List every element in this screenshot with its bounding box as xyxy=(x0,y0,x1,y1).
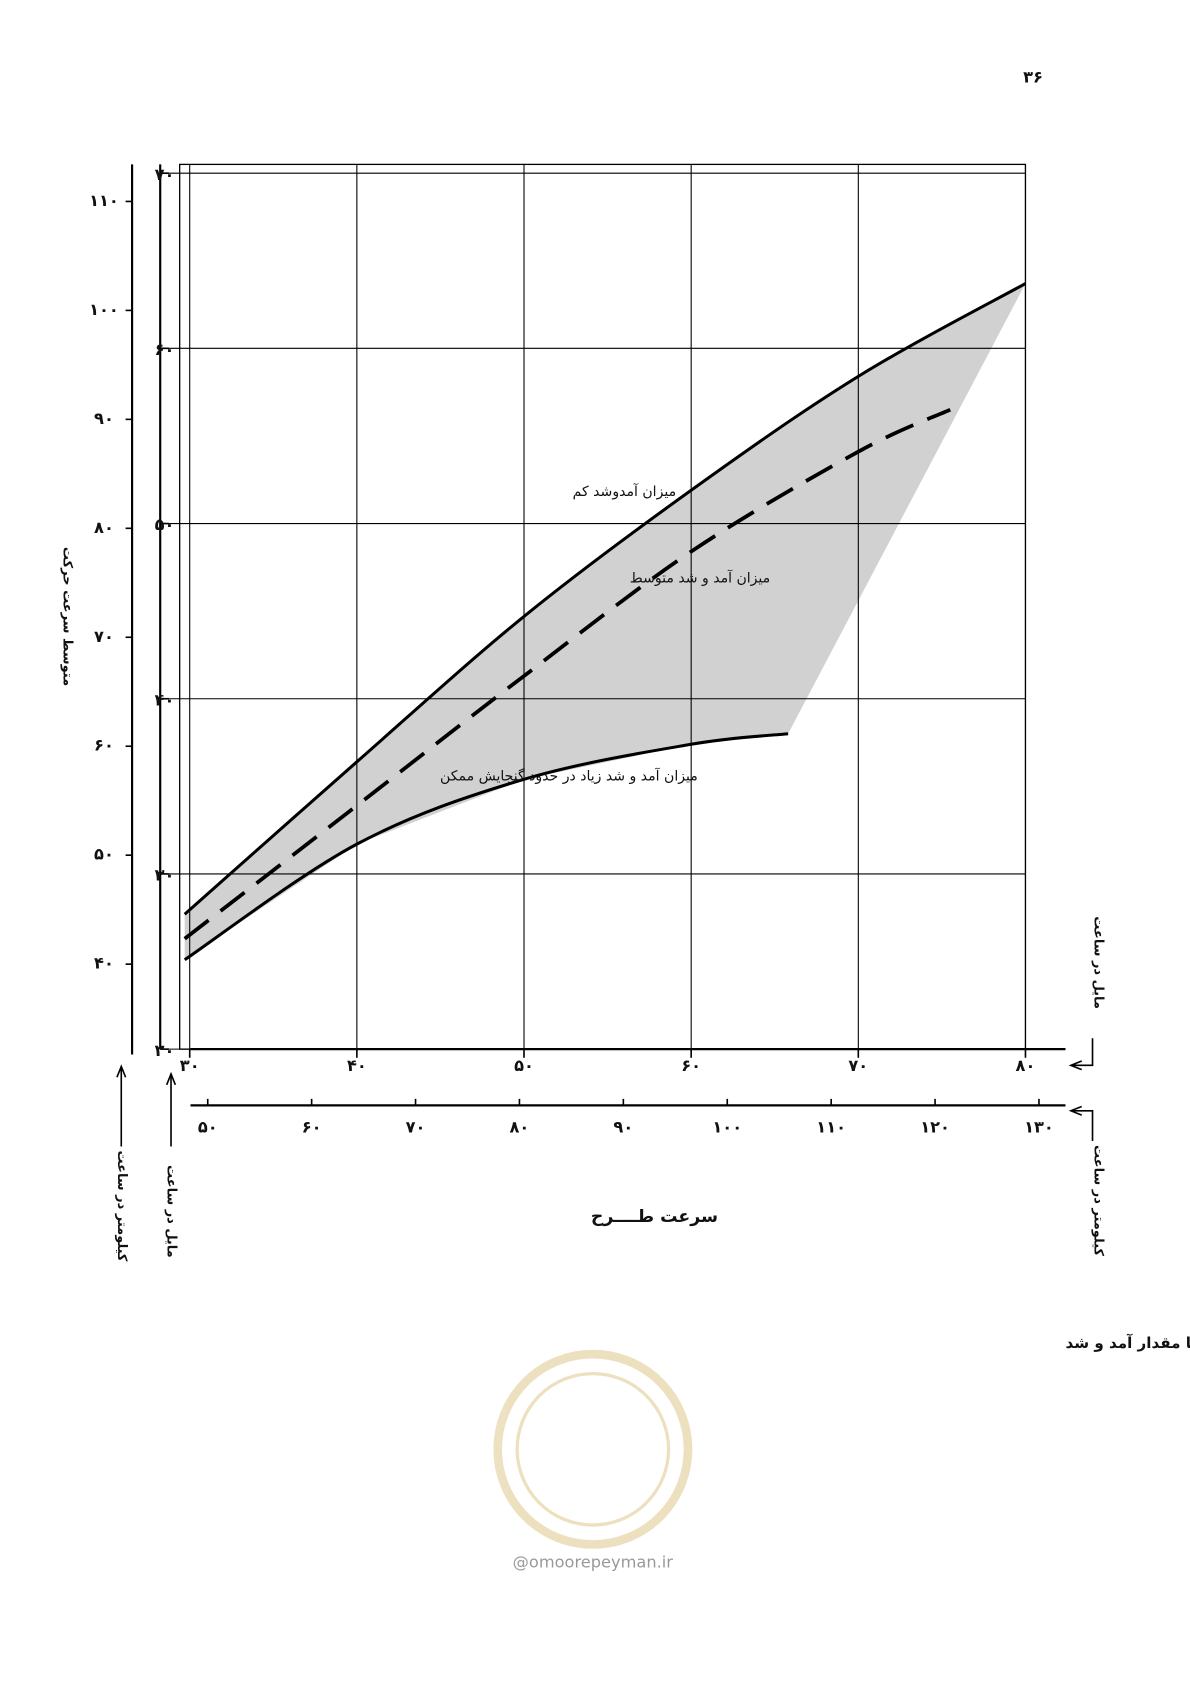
x2-tick-label: ۵۰ xyxy=(198,1118,218,1137)
x-tick-label: ۳۰ xyxy=(180,1056,200,1075)
x-tick-label: ۸۰ xyxy=(1016,1056,1036,1075)
y2-tick-label: ۱۰۰ xyxy=(89,300,119,319)
x2-tick-label: ۱۰۰ xyxy=(712,1118,742,1137)
y-tick-label: ۷۰ xyxy=(155,165,175,184)
x-tick-label: ۵۰ xyxy=(514,1056,534,1075)
x-tick-label: ۶۰ xyxy=(681,1056,701,1075)
page-number: ۳۶ xyxy=(1023,67,1043,86)
y-tick-label: ۲۰ xyxy=(155,1041,175,1060)
x-unit: مایل در ساعت xyxy=(1090,916,1105,1009)
y-axis-title: متوسط سرعت حرکت xyxy=(60,547,75,686)
shaded-band xyxy=(184,283,1026,960)
x-tick-label: ۷۰ xyxy=(848,1056,868,1075)
x2-tick-label: ۷۰ xyxy=(406,1118,426,1137)
y2-unit: کیلومتر در ساعت xyxy=(114,1150,129,1261)
x2-tick-label: ۱۱۰ xyxy=(816,1118,846,1137)
x-tick-label: ۴۰ xyxy=(347,1056,367,1075)
x2-unit: کیلومتر در ساعت xyxy=(1090,1145,1105,1256)
x2-tick-label: ۱۳۰ xyxy=(1024,1118,1054,1137)
x-axis-title: سرعت طــــرح xyxy=(591,1207,718,1227)
series-line xyxy=(183,407,952,941)
series-label: میزان آمدوشد کم xyxy=(573,483,676,500)
y2-tick-label: ۸۰ xyxy=(94,518,114,537)
y2-tick-label: ۷۰ xyxy=(94,627,114,646)
caption: شکل ۲–۸، رابطه متوسط سرعت حرکت با مقدار … xyxy=(1065,1333,1190,1352)
y2-tick-label: ۶۰ xyxy=(94,736,114,755)
watermark: @omoorepeyman.ir xyxy=(513,1552,674,1571)
watermark-logo xyxy=(493,1349,693,1549)
x2-tick-label: ۹۰ xyxy=(613,1118,633,1137)
series-label: میزان آمد و شد متوسط xyxy=(630,570,770,587)
y2-tick-label: ۵۰ xyxy=(94,845,114,864)
series-line xyxy=(183,282,1027,916)
series-line xyxy=(183,732,789,962)
y-tick-label: ۶۰ xyxy=(155,340,175,359)
y2-tick-label: ۴۰ xyxy=(94,954,114,973)
unit-arrows xyxy=(116,1038,1094,1147)
y-tick-label: ۵۰ xyxy=(155,515,175,534)
series-label: میزان آمد و شد زیاد در حدود گنجایش ممکن xyxy=(440,768,698,785)
y-tick-label: ۳۰ xyxy=(155,866,175,885)
y-tick-label: ۴۰ xyxy=(155,690,175,709)
x2-tick-label: ۶۰ xyxy=(302,1118,322,1137)
y2-tick-label: ۹۰ xyxy=(94,409,114,428)
x2-tick-label: ۱۲۰ xyxy=(920,1118,950,1137)
y2-tick-label: ۱۱۰ xyxy=(89,191,119,210)
y-unit: مایل در ساعت xyxy=(164,1165,179,1258)
x2-tick-label: ۸۰ xyxy=(510,1118,530,1137)
